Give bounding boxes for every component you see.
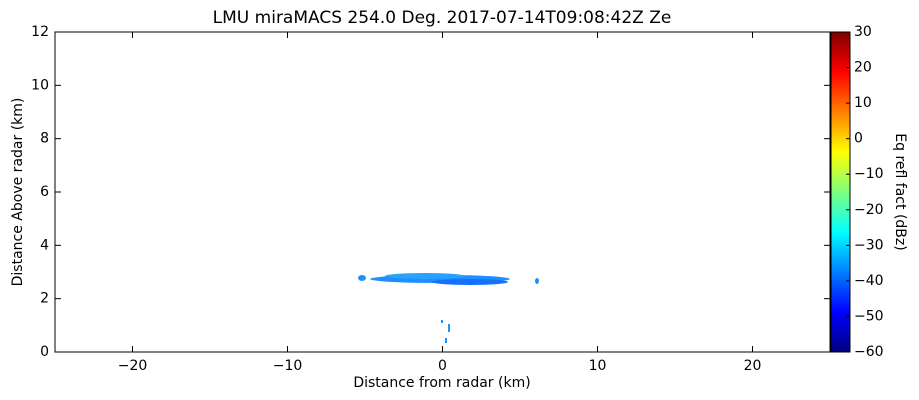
y-tick-label: 0 xyxy=(40,344,49,360)
colorbar-tick-label: 0 xyxy=(854,131,863,147)
y-tick-label: 10 xyxy=(31,77,49,93)
y-tick-label: 2 xyxy=(40,291,49,307)
echo xyxy=(358,273,539,343)
colorbar-tick-label: −30 xyxy=(854,237,884,253)
y-axis-label: Distance Above radar (km) xyxy=(10,98,26,287)
echo-band xyxy=(535,278,539,284)
x-tick-label: 20 xyxy=(744,358,762,374)
x-tick-label: −20 xyxy=(118,358,148,374)
echo-band xyxy=(385,273,465,279)
colorbar xyxy=(830,31,851,353)
colorbar-tick-label: 10 xyxy=(854,95,872,111)
colorbar-tick-label: −50 xyxy=(854,308,884,324)
colorbar-tick-label: 20 xyxy=(854,60,872,76)
echo-band xyxy=(432,279,508,285)
x-tick-label: −10 xyxy=(273,358,303,374)
x-tick-label: 10 xyxy=(589,358,607,374)
y-tick-label: 8 xyxy=(40,131,49,147)
colorbar-tick-label: −60 xyxy=(854,344,884,360)
y-tick-label: 6 xyxy=(40,184,49,200)
echo-speck xyxy=(441,320,443,323)
echo-speck xyxy=(448,324,450,332)
colorbar-tick-label: −40 xyxy=(854,273,884,289)
echo-band xyxy=(358,275,366,281)
y-tick-label: 12 xyxy=(31,24,49,40)
plot-frame xyxy=(54,31,831,353)
colorbar-tick-label: −20 xyxy=(854,202,884,218)
chart-title: LMU miraMACS 254.0 Deg. 2017-07-14T09:08… xyxy=(213,8,672,28)
colorbar-label: Eq refl fact (dBz) xyxy=(892,133,908,250)
echo-speck xyxy=(445,338,447,343)
y-tick-label: 4 xyxy=(40,237,49,253)
colorbar-tick-label: −10 xyxy=(854,166,884,182)
x-axis-label: Distance from radar (km) xyxy=(353,375,530,391)
x-tick-label: 0 xyxy=(438,358,447,374)
colorbar-tick-label: 30 xyxy=(854,24,872,40)
